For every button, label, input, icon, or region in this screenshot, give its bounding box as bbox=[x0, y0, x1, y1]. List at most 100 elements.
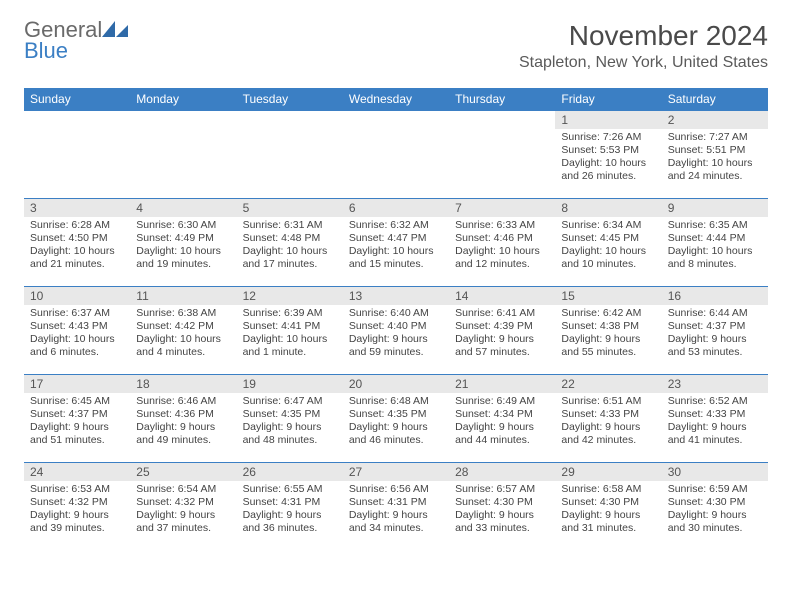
daylight-text: Daylight: 9 hours and 55 minutes. bbox=[561, 333, 655, 359]
sunset-text: Sunset: 4:43 PM bbox=[30, 320, 124, 333]
calendar-row: 17Sunrise: 6:45 AMSunset: 4:37 PMDayligh… bbox=[24, 375, 768, 463]
day-data: Sunrise: 6:31 AMSunset: 4:48 PMDaylight:… bbox=[237, 217, 343, 276]
sunset-text: Sunset: 5:53 PM bbox=[561, 144, 655, 157]
day-data: Sunrise: 6:48 AMSunset: 4:35 PMDaylight:… bbox=[343, 393, 449, 452]
calendar-cell: 24Sunrise: 6:53 AMSunset: 4:32 PMDayligh… bbox=[24, 463, 130, 551]
day-number: 7 bbox=[449, 199, 555, 217]
day-data: Sunrise: 6:57 AMSunset: 4:30 PMDaylight:… bbox=[449, 481, 555, 540]
calendar-cell: 19Sunrise: 6:47 AMSunset: 4:35 PMDayligh… bbox=[237, 375, 343, 463]
day-data: Sunrise: 6:37 AMSunset: 4:43 PMDaylight:… bbox=[24, 305, 130, 364]
day-number: 6 bbox=[343, 199, 449, 217]
calendar-cell bbox=[449, 111, 555, 199]
daylight-text: Daylight: 9 hours and 51 minutes. bbox=[30, 421, 124, 447]
calendar-cell: 10Sunrise: 6:37 AMSunset: 4:43 PMDayligh… bbox=[24, 287, 130, 375]
day-number: 26 bbox=[237, 463, 343, 481]
sunset-text: Sunset: 4:30 PM bbox=[561, 496, 655, 509]
daylight-text: Daylight: 10 hours and 17 minutes. bbox=[243, 245, 337, 271]
day-number: 24 bbox=[24, 463, 130, 481]
month-title: November 2024 bbox=[519, 20, 768, 52]
day-data: Sunrise: 6:45 AMSunset: 4:37 PMDaylight:… bbox=[24, 393, 130, 452]
calendar-cell: 6Sunrise: 6:32 AMSunset: 4:47 PMDaylight… bbox=[343, 199, 449, 287]
daylight-text: Daylight: 9 hours and 49 minutes. bbox=[136, 421, 230, 447]
sunrise-text: Sunrise: 6:34 AM bbox=[561, 219, 655, 232]
sunrise-text: Sunrise: 6:56 AM bbox=[349, 483, 443, 496]
day-data: Sunrise: 6:51 AMSunset: 4:33 PMDaylight:… bbox=[555, 393, 661, 452]
day-number: 2 bbox=[662, 111, 768, 129]
sunset-text: Sunset: 4:42 PM bbox=[136, 320, 230, 333]
calendar-cell: 13Sunrise: 6:40 AMSunset: 4:40 PMDayligh… bbox=[343, 287, 449, 375]
calendar-cell bbox=[237, 111, 343, 199]
calendar-cell: 18Sunrise: 6:46 AMSunset: 4:36 PMDayligh… bbox=[130, 375, 236, 463]
calendar-cell: 20Sunrise: 6:48 AMSunset: 4:35 PMDayligh… bbox=[343, 375, 449, 463]
sunset-text: Sunset: 5:51 PM bbox=[668, 144, 762, 157]
sunset-text: Sunset: 4:35 PM bbox=[243, 408, 337, 421]
sunrise-text: Sunrise: 6:51 AM bbox=[561, 395, 655, 408]
daylight-text: Daylight: 9 hours and 46 minutes. bbox=[349, 421, 443, 447]
day-data: Sunrise: 6:33 AMSunset: 4:46 PMDaylight:… bbox=[449, 217, 555, 276]
calendar-cell: 11Sunrise: 6:38 AMSunset: 4:42 PMDayligh… bbox=[130, 287, 236, 375]
day-number: 1 bbox=[555, 111, 661, 129]
sunrise-text: Sunrise: 6:46 AM bbox=[136, 395, 230, 408]
sunset-text: Sunset: 4:32 PM bbox=[136, 496, 230, 509]
calendar-cell: 27Sunrise: 6:56 AMSunset: 4:31 PMDayligh… bbox=[343, 463, 449, 551]
day-number: 13 bbox=[343, 287, 449, 305]
sunset-text: Sunset: 4:33 PM bbox=[668, 408, 762, 421]
day-data: Sunrise: 7:26 AMSunset: 5:53 PMDaylight:… bbox=[555, 129, 661, 188]
header: General Blue November 2024 Stapleton, Ne… bbox=[24, 20, 768, 72]
day-number: 21 bbox=[449, 375, 555, 393]
sunrise-text: Sunrise: 6:57 AM bbox=[455, 483, 549, 496]
day-data: Sunrise: 6:54 AMSunset: 4:32 PMDaylight:… bbox=[130, 481, 236, 540]
calendar-cell: 12Sunrise: 6:39 AMSunset: 4:41 PMDayligh… bbox=[237, 287, 343, 375]
calendar-cell: 15Sunrise: 6:42 AMSunset: 4:38 PMDayligh… bbox=[555, 287, 661, 375]
sunset-text: Sunset: 4:38 PM bbox=[561, 320, 655, 333]
day-data: Sunrise: 6:56 AMSunset: 4:31 PMDaylight:… bbox=[343, 481, 449, 540]
sunrise-text: Sunrise: 6:54 AM bbox=[136, 483, 230, 496]
day-number: 12 bbox=[237, 287, 343, 305]
day-data: Sunrise: 6:52 AMSunset: 4:33 PMDaylight:… bbox=[662, 393, 768, 452]
daylight-text: Daylight: 10 hours and 26 minutes. bbox=[561, 157, 655, 183]
location-text: Stapleton, New York, United States bbox=[519, 54, 768, 72]
day-data: Sunrise: 6:46 AMSunset: 4:36 PMDaylight:… bbox=[130, 393, 236, 452]
weekday-header: Monday bbox=[130, 88, 236, 111]
day-data: Sunrise: 6:53 AMSunset: 4:32 PMDaylight:… bbox=[24, 481, 130, 540]
day-number: 20 bbox=[343, 375, 449, 393]
calendar-row: 24Sunrise: 6:53 AMSunset: 4:32 PMDayligh… bbox=[24, 463, 768, 551]
day-data: Sunrise: 6:40 AMSunset: 4:40 PMDaylight:… bbox=[343, 305, 449, 364]
sunrise-text: Sunrise: 6:52 AM bbox=[668, 395, 762, 408]
day-data: Sunrise: 6:30 AMSunset: 4:49 PMDaylight:… bbox=[130, 217, 236, 276]
daylight-text: Daylight: 10 hours and 12 minutes. bbox=[455, 245, 549, 271]
weekday-header: Friday bbox=[555, 88, 661, 111]
daylight-text: Daylight: 10 hours and 21 minutes. bbox=[30, 245, 124, 271]
calendar-cell: 22Sunrise: 6:51 AMSunset: 4:33 PMDayligh… bbox=[555, 375, 661, 463]
sunset-text: Sunset: 4:32 PM bbox=[30, 496, 124, 509]
sunset-text: Sunset: 4:36 PM bbox=[136, 408, 230, 421]
sunrise-text: Sunrise: 6:53 AM bbox=[30, 483, 124, 496]
calendar-cell: 21Sunrise: 6:49 AMSunset: 4:34 PMDayligh… bbox=[449, 375, 555, 463]
sunrise-text: Sunrise: 6:33 AM bbox=[455, 219, 549, 232]
sunrise-text: Sunrise: 7:27 AM bbox=[668, 131, 762, 144]
sunset-text: Sunset: 4:41 PM bbox=[243, 320, 337, 333]
daylight-text: Daylight: 9 hours and 53 minutes. bbox=[668, 333, 762, 359]
sunrise-text: Sunrise: 6:49 AM bbox=[455, 395, 549, 408]
sunset-text: Sunset: 4:30 PM bbox=[668, 496, 762, 509]
weekday-header: Saturday bbox=[662, 88, 768, 111]
day-number: 16 bbox=[662, 287, 768, 305]
sunset-text: Sunset: 4:47 PM bbox=[349, 232, 443, 245]
calendar-cell: 2Sunrise: 7:27 AMSunset: 5:51 PMDaylight… bbox=[662, 111, 768, 199]
sunrise-text: Sunrise: 6:58 AM bbox=[561, 483, 655, 496]
day-number: 3 bbox=[24, 199, 130, 217]
daylight-text: Daylight: 10 hours and 6 minutes. bbox=[30, 333, 124, 359]
sunset-text: Sunset: 4:46 PM bbox=[455, 232, 549, 245]
weekday-header-row: Sunday Monday Tuesday Wednesday Thursday… bbox=[24, 88, 768, 111]
day-number: 15 bbox=[555, 287, 661, 305]
calendar-cell: 3Sunrise: 6:28 AMSunset: 4:50 PMDaylight… bbox=[24, 199, 130, 287]
calendar-cell: 25Sunrise: 6:54 AMSunset: 4:32 PMDayligh… bbox=[130, 463, 236, 551]
day-data: Sunrise: 6:58 AMSunset: 4:30 PMDaylight:… bbox=[555, 481, 661, 540]
calendar-cell bbox=[130, 111, 236, 199]
sunset-text: Sunset: 4:39 PM bbox=[455, 320, 549, 333]
calendar-cell: 16Sunrise: 6:44 AMSunset: 4:37 PMDayligh… bbox=[662, 287, 768, 375]
day-number: 19 bbox=[237, 375, 343, 393]
day-data: Sunrise: 6:32 AMSunset: 4:47 PMDaylight:… bbox=[343, 217, 449, 276]
sunset-text: Sunset: 4:30 PM bbox=[455, 496, 549, 509]
calendar-cell: 29Sunrise: 6:58 AMSunset: 4:30 PMDayligh… bbox=[555, 463, 661, 551]
